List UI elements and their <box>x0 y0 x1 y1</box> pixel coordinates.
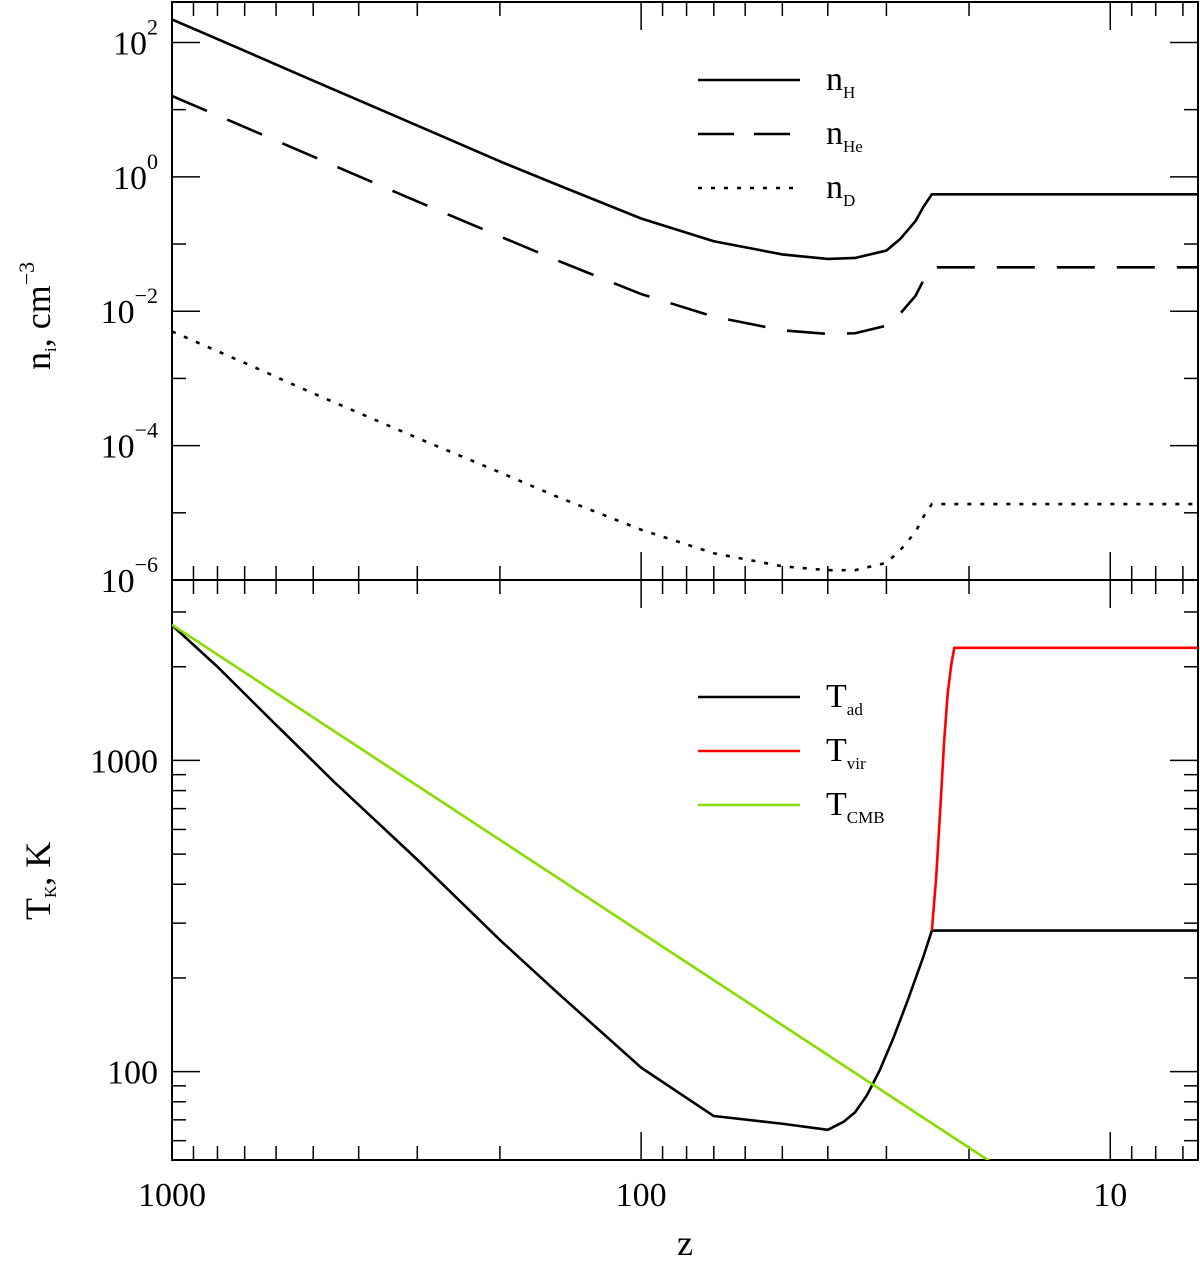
tick-exponent: −6 <box>135 552 158 577</box>
legend-label-main: n <box>826 115 843 152</box>
y-tick-label: 10−6 <box>101 552 158 600</box>
legend-label: nHe <box>826 115 863 156</box>
legend-label-sub: H <box>843 83 855 102</box>
y-tick-label: 102 <box>113 14 158 62</box>
legend-label: Tvir <box>826 732 866 773</box>
tick-base: 10 <box>101 429 135 466</box>
x-tick-label: 100 <box>616 1177 667 1214</box>
legend-label: nD <box>826 169 855 210</box>
bottom-ylabel-sub: K <box>41 885 60 898</box>
tick-exponent: 0 <box>147 149 158 174</box>
tick-exponent: −2 <box>135 283 158 308</box>
axis-ticks <box>171 2 1198 1160</box>
bottom-ylabel-main: T <box>18 898 58 920</box>
series-line-n-D <box>172 330 1198 572</box>
legend-label-main: n <box>826 61 843 98</box>
legend-label-sub: CMB <box>847 808 885 827</box>
tick-base: 10 <box>113 25 147 62</box>
tick-base: 10 <box>101 563 135 600</box>
y-tick-label: 100 <box>113 149 158 197</box>
tick-base: 10 <box>101 294 135 331</box>
legend-label: TCMB <box>826 786 885 827</box>
legend-label-sub: vir <box>847 754 866 773</box>
y-tick-label: 10−4 <box>101 418 158 466</box>
bottom-ylabel-tail: , K <box>18 842 58 886</box>
legend-label-main: T <box>826 786 847 823</box>
series-line-n-He <box>172 94 1198 336</box>
top-ylabel-sup: −3 <box>14 262 39 285</box>
legend-label-sub: ad <box>847 700 864 719</box>
top-ylabel-main: n <box>18 352 58 370</box>
legend-label-main: T <box>826 678 847 715</box>
series-line-T-vir <box>930 646 1198 931</box>
tick-base: 10 <box>113 160 147 197</box>
top-ylabel-sub: i <box>41 347 60 352</box>
legend-label: nH <box>826 61 855 102</box>
x-tick-label: 1000 <box>138 1177 206 1214</box>
legend-label-sub: He <box>843 137 863 156</box>
series-line-T-ad <box>172 624 1198 1132</box>
series-line-T-CMB <box>172 623 991 1160</box>
legend-label-main: T <box>826 732 847 769</box>
top-panel-frame <box>171 1 1199 581</box>
tick-exponent: −4 <box>135 418 158 443</box>
top-y-axis-label: ni, cm−3 <box>14 262 60 370</box>
legend-label-sub: D <box>843 191 855 210</box>
y-tick-label: 1000 <box>90 743 158 780</box>
series-line-n-H <box>172 18 1198 261</box>
bottom-y-axis-label: TK, K <box>18 842 60 920</box>
y-tick-label: 10−2 <box>101 283 158 331</box>
y-tick-label: 100 <box>107 1055 158 1092</box>
x-axis-label: z <box>677 1223 693 1263</box>
top-ylabel-tail: , cm <box>18 285 58 347</box>
bottom-panel-frame <box>171 579 1199 1161</box>
x-tick-label: 10 <box>1093 1177 1127 1214</box>
series-lines <box>172 18 1198 1160</box>
legend-label: Tad <box>826 678 863 719</box>
tick-exponent: 2 <box>147 14 158 39</box>
legend-label-main: n <box>826 169 843 206</box>
